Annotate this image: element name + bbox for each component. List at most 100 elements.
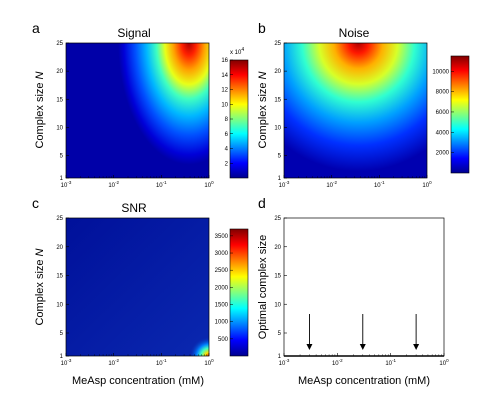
panel-a-xtick-label: 10-1 — [156, 180, 167, 189]
panel-d-xtick-exponent: 0 — [446, 358, 449, 363]
panel-d-xtick-exponent: -1 — [392, 358, 396, 363]
panel-a-xtick-exponent: -1 — [163, 180, 167, 185]
panel-a-colorbar-label: 12 — [221, 88, 228, 94]
panel-a-colorbar-label: 16 — [221, 58, 228, 64]
panel-b-ytick-label: 15 — [274, 97, 281, 103]
panel-c-colorbar-label: 500 — [218, 337, 229, 343]
panel-b-ytick-label: 20 — [274, 69, 281, 75]
panel-b-ylabel: Complex size N — [257, 71, 269, 148]
panel-b-xtick-label: 10-1 — [374, 180, 385, 189]
panel-d-ytick-label: 1 — [278, 354, 282, 360]
panel-c-heatmap — [66, 218, 209, 356]
panel-d-xtick-exponent: -3 — [285, 358, 289, 363]
panel-c-xtick-label: 10-3 — [61, 358, 72, 367]
panel-b-title: Noise — [339, 26, 370, 40]
panel-d-xtick-label: 10-3 — [279, 358, 290, 367]
panel-b-ylabel-text: Complex size — [257, 82, 269, 148]
panel-a: Signal Complex size N 151015202510-310-2… — [34, 26, 249, 189]
panel-d-arrow — [359, 314, 366, 350]
panel-b-colorbar-label: 6000 — [436, 110, 450, 116]
panel-c-ylabel-symbol: N — [34, 248, 46, 256]
panel-b-xtick-label: 10-2 — [326, 180, 337, 189]
panel-c-xlabel: MeAsp concentration (mM) — [72, 375, 204, 387]
panel-a-colorbar-multiplier: x 104 — [230, 47, 244, 56]
svg-text:Complex size N: Complex size N — [34, 248, 46, 325]
panel-b-xtick-exponent: -1 — [381, 180, 385, 185]
panel-d-ytick-label: 5 — [278, 331, 282, 337]
panel-a-colorbar-label: 4 — [225, 147, 229, 153]
panel-a-colorbar-multiplier-exp: 4 — [241, 47, 244, 53]
panel-letter-c: c — [32, 195, 39, 211]
panel-a-ytick-label: 15 — [56, 97, 63, 103]
panel-a-ylabel: Complex size N — [34, 71, 46, 148]
panel-c-ytick-label: 5 — [60, 331, 64, 337]
panel-d-xtick-exponent: -2 — [339, 358, 343, 363]
panel-c-frame — [65, 217, 210, 357]
panel-a-ytick-label: 1 — [60, 176, 64, 182]
panel-b-colorbar-label: 2000 — [436, 151, 450, 157]
panel-c-colorbar-label: 2000 — [215, 285, 229, 291]
panel-a-ytick-label: 25 — [56, 41, 63, 47]
svg-text:Complex size N: Complex size N — [34, 71, 46, 148]
panel-c-colorbar-label: 3000 — [215, 251, 229, 257]
panel-b: Noise Complex size N 151015202510-310-21… — [257, 26, 470, 189]
panel-b-colorbar — [450, 55, 470, 174]
panel-b-xtick-exponent: -3 — [285, 180, 289, 185]
panel-c-xtick-exponent: -2 — [115, 358, 119, 363]
panel-a-heatmap — [66, 43, 209, 178]
panel-b-colorbar-label: 4000 — [436, 130, 450, 136]
panel-a-frame — [65, 42, 210, 179]
svg-text:Complex size N: Complex size N — [257, 71, 269, 148]
panel-d-xtick-label: 10-1 — [385, 358, 396, 367]
panel-a-xtick-label: 100 — [204, 180, 214, 189]
panel-c-xtick-exponent: -1 — [163, 358, 167, 363]
panel-c-ytick-label: 25 — [56, 216, 63, 222]
panel-d-arrow — [413, 314, 420, 350]
panel-c-xtick-label: 10-2 — [108, 358, 119, 367]
panel-c-xtick-label: 10-1 — [156, 358, 167, 367]
panel-c-xtick-exponent: -3 — [67, 358, 71, 363]
panel-c: SNR Complex size N MeAsp concentration (… — [34, 201, 249, 387]
panel-b-ylabel-symbol: N — [257, 71, 269, 79]
panel-b-ytick-label: 25 — [274, 41, 281, 47]
panel-b-heatmap — [284, 43, 427, 178]
panel-a-title: Signal — [117, 26, 150, 40]
panel-d-arrow — [306, 314, 313, 350]
panel-a-ytick-label: 20 — [56, 69, 63, 75]
panel-a-ytick-label: 10 — [56, 125, 63, 131]
panel-c-colorbar-label: 1500 — [215, 303, 229, 309]
panel-b-xtick-exponent: -2 — [333, 180, 337, 185]
panel-d-xtick-label: 100 — [439, 358, 449, 367]
panel-d-ytick-label: 25 — [274, 216, 281, 222]
panel-c-colorbar-label: 1000 — [215, 320, 229, 326]
panel-a-colorbar-label: 14 — [221, 73, 228, 79]
panel-d-ylabel-text: Optimal complex size — [257, 235, 269, 340]
panel-b-colorbar-label: 8000 — [436, 90, 450, 96]
panel-d: Optimal complex size MeAsp concentration… — [257, 216, 449, 387]
panel-a-colorbar-ticks: 2 4 6 8 10 12 14 16 — [221, 58, 233, 167]
panel-d-frame — [283, 217, 445, 357]
panel-c-ytick-label: 15 — [56, 274, 63, 280]
panel-letter-b: b — [258, 20, 266, 36]
panel-d-arrows — [306, 314, 420, 350]
panel-c-ytick-label: 20 — [56, 245, 63, 251]
panel-d-ytick-label: 10 — [274, 302, 281, 308]
panel-c-ylabel: Complex size N — [34, 248, 46, 325]
panel-b-ytick-label: 1 — [278, 176, 282, 182]
panel-d-ytick-label: 20 — [274, 245, 281, 251]
panel-c-colorbar-ticks: 500 1000 1500 2000 2500 3000 3500 — [215, 234, 233, 343]
panel-c-ylabel-text: Complex size — [34, 259, 46, 325]
panel-letter-d: d — [258, 195, 266, 211]
panel-b-xtick-exponent: 0 — [429, 180, 432, 185]
panel-b-xtick-label: 100 — [422, 180, 432, 189]
panel-d-xlabel: MeAsp concentration (mM) — [298, 375, 430, 387]
panel-a-xtick-label: 10-2 — [108, 180, 119, 189]
panel-a-colorbar-label: 6 — [225, 132, 229, 138]
panel-a-ylabel-symbol: N — [34, 71, 46, 79]
panel-b-frame — [283, 42, 428, 179]
panel-a-colorbar-label: 10 — [221, 102, 228, 108]
